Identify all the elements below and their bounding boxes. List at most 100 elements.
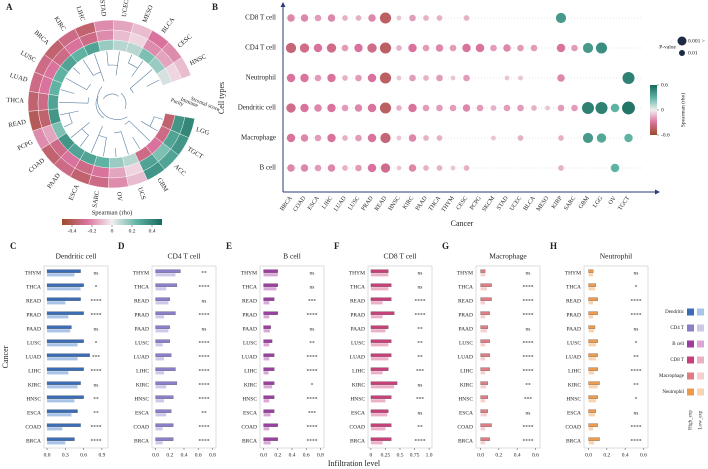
panel-title: CD8 T cell (383, 252, 416, 261)
y-tick-label: READ (26, 298, 41, 304)
y-tick-label: THCA (26, 284, 41, 290)
panel-title: Macrophage (489, 252, 527, 261)
bubble (622, 72, 635, 84)
bubble (582, 102, 594, 114)
y-tick-label: LUAD (134, 354, 149, 360)
legend-swatch (687, 340, 694, 348)
dendrogram-branch (59, 101, 89, 104)
bar (263, 269, 278, 273)
bar (588, 423, 598, 427)
bubble (517, 44, 524, 52)
significance-label: *** (92, 354, 101, 360)
row-label: Neutrophil (246, 74, 276, 82)
heat-cell (156, 68, 173, 86)
significance-label: **** (91, 298, 102, 304)
bar (588, 269, 594, 273)
significance-label: ** (93, 396, 99, 402)
bar (47, 357, 78, 361)
y-tick-label: PAAD (567, 326, 581, 332)
dendrogram-branch (70, 122, 90, 138)
category-label: CESC (177, 33, 194, 49)
bar (480, 423, 492, 427)
x-tick-label: 0.8 (209, 452, 216, 458)
legend-group-label: Low_exp (699, 410, 704, 429)
bar (480, 367, 490, 371)
bar (370, 381, 398, 385)
bubble (408, 103, 417, 113)
y-tick-label: READ (350, 298, 365, 304)
bubble (517, 135, 524, 141)
bar (263, 441, 271, 445)
bubble (408, 164, 417, 172)
bubble (582, 132, 594, 144)
x-tick-label: KIRC (402, 195, 415, 210)
significance-label: ns (202, 326, 207, 332)
bar (155, 409, 172, 413)
x-tick-label: SARC (563, 195, 577, 211)
bar (46, 269, 81, 273)
bubble (342, 165, 348, 171)
bubble (380, 163, 391, 173)
x-tick-label: LUSC (348, 195, 362, 211)
significance-label: **** (415, 438, 426, 444)
bar (480, 339, 490, 343)
bar (588, 315, 594, 319)
y-tick-label: ESCA (243, 410, 257, 416)
bubble (557, 104, 565, 112)
bar (46, 297, 81, 301)
category-label: ACC (172, 163, 186, 177)
dendrogram-branch (128, 120, 151, 142)
dendrogram-branch (115, 51, 120, 76)
significance-label: **** (631, 312, 642, 318)
bubble (475, 43, 485, 53)
y-tick-label: BRCA (26, 438, 41, 444)
dendrogram-branch (141, 121, 158, 132)
significance-label: **** (523, 284, 534, 290)
y-tick-label: READ (458, 298, 473, 304)
bar (263, 357, 270, 361)
bar (480, 357, 486, 361)
legend-label: CD8 T (670, 358, 684, 363)
significance-label: * (311, 382, 314, 388)
bar (155, 273, 176, 277)
bar (155, 395, 174, 399)
y-tick-label: PRAD (458, 312, 473, 318)
x-tick-label: 0.0 (585, 452, 592, 458)
significance-label: **** (307, 312, 318, 318)
significance-label: **** (91, 368, 102, 374)
y-tick-label: THCA (242, 284, 257, 290)
y-tick-label: READ (242, 298, 257, 304)
bubble (396, 135, 402, 141)
y-tick-label: COAD (565, 424, 581, 430)
bubble (286, 73, 296, 83)
bar (480, 329, 487, 333)
bubble (327, 103, 336, 113)
bubble (450, 75, 456, 81)
bar (588, 329, 595, 333)
significance-label: ** (417, 354, 423, 360)
dendrogram-branch (60, 110, 79, 116)
y-tick-label: HNSC (566, 396, 581, 402)
x-tick-label: 0.6 (640, 452, 647, 458)
bubble (449, 44, 457, 52)
bar (47, 287, 81, 291)
bar (370, 325, 389, 329)
bubble (571, 104, 578, 112)
bubble (396, 45, 402, 51)
bubble (517, 104, 524, 112)
significance-label: ns (634, 326, 639, 332)
bar (370, 269, 389, 273)
bar (46, 339, 84, 343)
y-tick-label: KIRC (460, 382, 473, 388)
y-tick-label: KIRC (244, 382, 257, 388)
y-tick-label: ESCA (567, 410, 581, 416)
bar (155, 353, 172, 357)
x-tick-label: 0.6 (303, 452, 310, 458)
bar (47, 413, 72, 417)
dendrogram-arc (114, 131, 122, 134)
significance-label: **** (523, 424, 534, 430)
bubble (409, 74, 416, 82)
category-label: SARC (91, 190, 101, 208)
bar (155, 301, 169, 305)
x-tick-label: 0.8 (317, 452, 324, 458)
